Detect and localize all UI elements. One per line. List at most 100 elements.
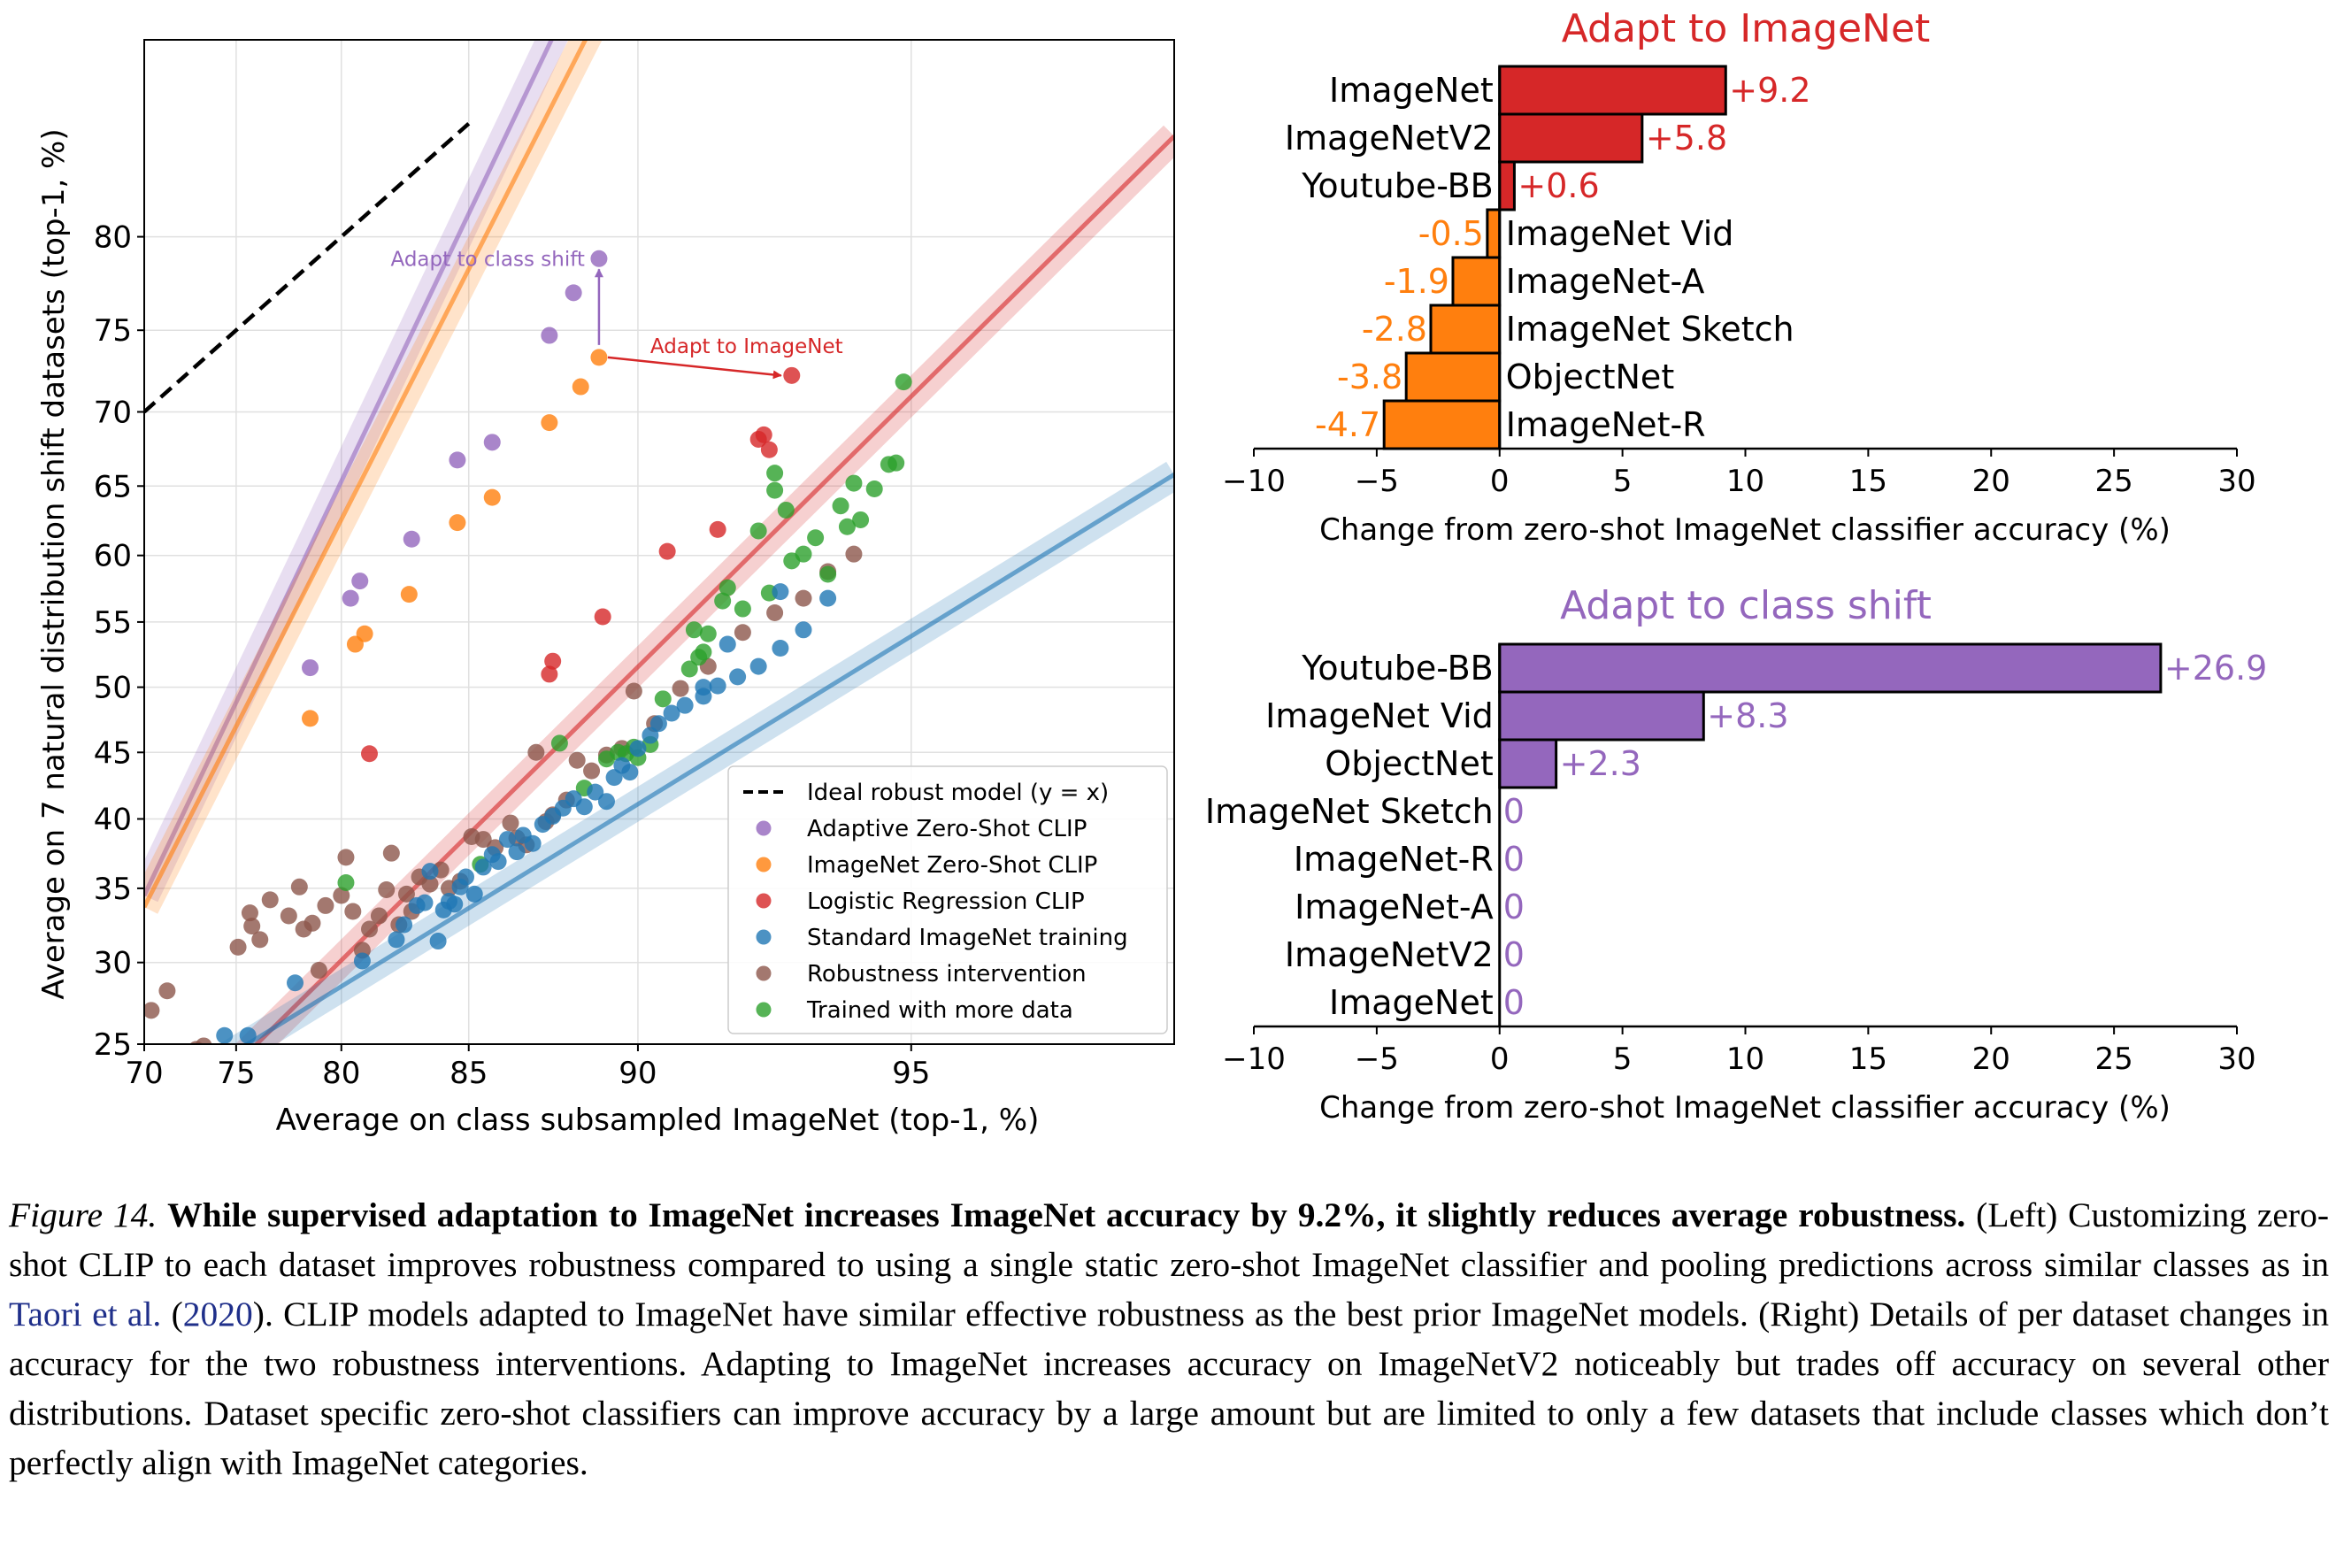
adaptive-zero-shot-clip-point [351, 573, 369, 590]
ideal-robust-line [144, 121, 471, 414]
logistic-regression-clip-point [541, 665, 558, 683]
legend-label-standard-imagenet-training: Standard ImageNet training [807, 925, 1128, 951]
standard-imagenet-training-point [489, 853, 507, 871]
robustness-intervention-point [766, 604, 784, 622]
value-label-imagenetv2: 0 [1503, 935, 1525, 974]
adaptive-zero-shot-clip-point [565, 284, 582, 302]
robustness-intervention-point [251, 931, 269, 949]
trained-with-more-data-point [766, 465, 784, 482]
standard-imagenet-training-point [663, 704, 680, 722]
standard-imagenet-training-point [465, 885, 483, 903]
bar-chart-adapt-to-imagenet: Adapt to ImageNet ImageNet +9.2 ImageNetV2 +… [1222, 6, 2256, 548]
robustness-intervention-point [795, 589, 812, 607]
category-label-imagenet-vid: ImageNet Vid [1506, 214, 1734, 253]
legend-swatch-adaptive-zero-shot-clip [756, 820, 772, 836]
robustness-intervention-point [261, 891, 279, 909]
imagenet-zero-shot-clip-point [302, 710, 319, 727]
logistic-regression-clip-point [755, 426, 772, 443]
logistic-regression-clip-fit-line [253, 135, 1174, 1044]
category-label-imagenet-a: ImageNet-A [1506, 262, 1705, 301]
bar-chart-title: Adapt to class shift [1560, 583, 1932, 628]
trained-with-more-data-point [838, 518, 856, 535]
value-label-youtube-bb: +0.6 [1518, 166, 1599, 205]
caption-figure-label: Figure 14. [9, 1195, 158, 1234]
value-label-imagenet: +9.2 [1729, 71, 1810, 110]
scatter-chart: Adapt to class shift Adapt to ImageNet 70 7… [36, 39, 1175, 1138]
imagenet-zero-shot-clip-point [572, 378, 589, 396]
trained-with-more-data-point [895, 373, 912, 391]
standard-imagenet-training-point [216, 1026, 234, 1044]
adaptive-zero-shot-clip-point [483, 434, 501, 451]
x-axis-title: Change from zero-shot ImageNet classifie… [1319, 512, 2171, 548]
value-label-youtube-bb: +26.9 [2164, 649, 2267, 688]
standard-imagenet-training-point [695, 679, 712, 696]
legend-swatch-trained-with-more-data [756, 1002, 772, 1018]
x-tick-label: 20 [1972, 464, 2010, 499]
standard-imagenet-training-point [795, 621, 812, 639]
value-label-objectnet: +2.3 [1560, 744, 1641, 783]
x-tick-label: −5 [1355, 1041, 1399, 1077]
adaptive-zero-shot-clip-point [449, 451, 466, 469]
y-tick-label: 45 [94, 735, 132, 771]
bar-youtube-bb [1498, 642, 2163, 694]
bar-imagenetv2 [1498, 112, 1644, 164]
trained-with-more-data-point [807, 529, 825, 547]
category-label-imagenet-sketch: ImageNet Sketch [1205, 792, 1494, 831]
standard-imagenet-training-point [457, 868, 475, 886]
logistic-regression-clip-point [544, 652, 562, 670]
imagenet-zero-shot-clip-point [483, 488, 501, 506]
bar-objectnet [1498, 738, 1558, 789]
standard-imagenet-training-point [676, 696, 694, 714]
legend-swatch-logistic-regression-clip [756, 893, 772, 909]
standard-imagenet-training-point [772, 583, 789, 601]
trained-with-more-data-point [695, 643, 712, 661]
caption-citation-author[interactable]: Taori et al. [9, 1295, 162, 1334]
x-tick-label: 25 [2094, 1041, 2132, 1077]
annotation-arrow-adapt-to-imagenet [607, 356, 782, 380]
standard-imagenet-training-point [718, 635, 736, 653]
standard-imagenet-training-point [819, 589, 837, 607]
bar-chart-title: Adapt to ImageNet [1562, 6, 1931, 51]
trained-with-more-data-point [777, 501, 795, 519]
imagenet-zero-shot-clip-fit-line [144, 40, 588, 909]
x-tick-label: 30 [2217, 464, 2255, 499]
x-tick-label: 0 [1490, 1041, 1510, 1077]
logistic-regression-clip-point [709, 520, 726, 538]
standard-imagenet-training-point [642, 726, 659, 744]
x-axis-title: Average on class subsampled ImageNet (to… [276, 1103, 1040, 1138]
caption-bold-text: While supervised adaptation to ImageNet … [167, 1195, 1966, 1234]
bar-imagenet-r [1382, 399, 1502, 450]
trained-with-more-data-point [819, 565, 837, 583]
robustness-intervention-point [310, 962, 327, 980]
bar-objectnet [1404, 351, 1502, 403]
imagenet-zero-shot-clip-point [541, 414, 558, 432]
y-tick-label: 65 [94, 469, 132, 504]
value-label-imagenet-sketch: 0 [1503, 792, 1525, 831]
y-tick-label: 50 [94, 671, 132, 706]
standard-imagenet-training-point [416, 894, 434, 911]
trained-with-more-data-point [865, 480, 883, 498]
trained-with-more-data-point [749, 522, 767, 540]
imagenet-zero-shot-clip-point [356, 625, 373, 642]
trained-with-more-data-point [888, 454, 905, 472]
y-tick-label: 60 [94, 539, 132, 574]
robustness-intervention-point [502, 814, 519, 832]
caption-citation-year[interactable]: 2020 [182, 1295, 253, 1334]
value-label-imagenet: 0 [1503, 983, 1525, 1022]
trained-with-more-data-point [680, 660, 698, 678]
x-tick-label: 20 [1972, 1041, 2010, 1077]
x-tick-label: 75 [217, 1056, 255, 1091]
bar-imagenet-a [1451, 256, 1502, 307]
robustness-intervention-point [144, 1002, 160, 1019]
caption-body-before-cite: (Left) Customizing zero-shot CLIP to eac… [9, 1195, 2329, 1284]
y-axis-title: Average on 7 natural distribution shift … [36, 128, 72, 999]
x-tick-label: 5 [1613, 1041, 1633, 1077]
y-tick-label: 40 [94, 802, 132, 837]
x-axis-title: Change from zero-shot ImageNet classifie… [1319, 1090, 2171, 1126]
trained-with-more-data-point [718, 579, 736, 596]
x-tick-label: 15 [1849, 464, 1887, 499]
y-tick-label: 25 [94, 1027, 132, 1063]
standard-imagenet-training-point [498, 831, 516, 849]
x-tick-label: 70 [125, 1056, 163, 1091]
bar-chart-adapt-to-class-shift: Adapt to class shift Youtube-BB +26.9 Image… [1205, 583, 2267, 1126]
